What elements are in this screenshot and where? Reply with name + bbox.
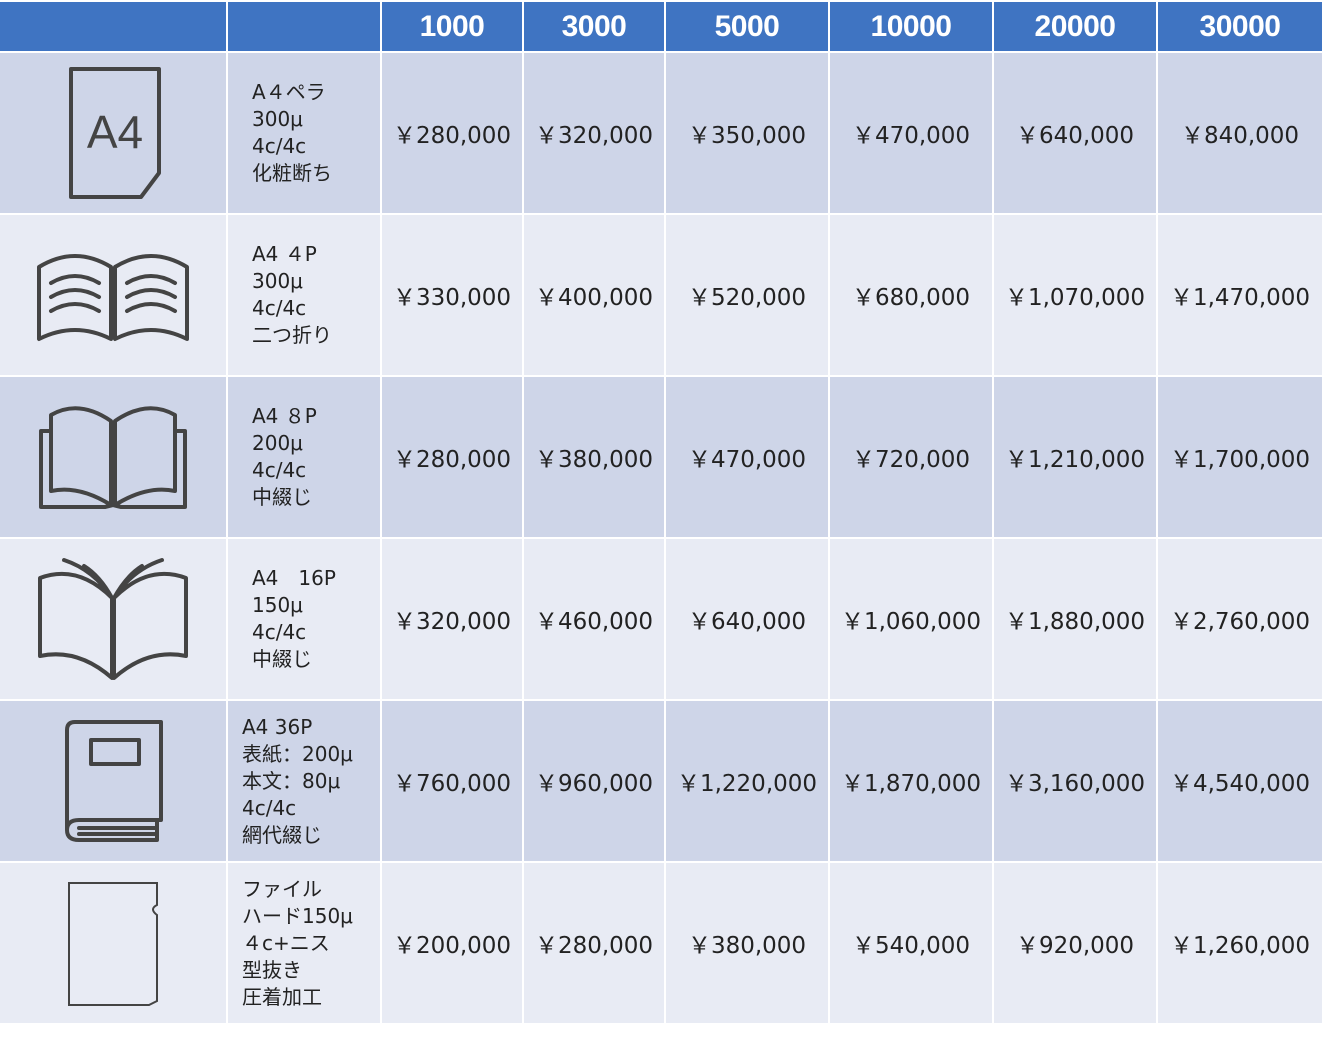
product-icon-cell: A4 (0, 53, 226, 213)
description-line: 4c/4c (252, 296, 307, 320)
price-cell: ￥920,000 (994, 863, 1156, 1023)
table-row: A4 16P 150μ 4c/4c 中綴じ ￥320,000 ￥460,000 ￥640,0… (0, 539, 1322, 699)
svg-text:A4: A4 (87, 106, 143, 158)
description-line: A４ペラ (252, 80, 326, 104)
product-icon-cell (0, 539, 226, 699)
a4-sheet-icon: A4 (0, 63, 226, 203)
product-icon-cell (0, 215, 226, 375)
price-cell: ￥520,000 (666, 215, 828, 375)
price-cell: ￥460,000 (524, 539, 664, 699)
description-line: 300μ (252, 107, 303, 131)
price-cell: ￥280,000 (382, 377, 522, 537)
price-cell: ￥350,000 (666, 53, 828, 213)
description-line: 本文：80μ (242, 768, 341, 793)
description-line: 表紙：200μ (242, 741, 353, 766)
price-cell: ￥1,210,000 (994, 377, 1156, 537)
header-desc-col (228, 2, 380, 51)
product-description: A4 36P 表紙：200μ 本文：80μ 4c/4c 網代綴じ (228, 701, 380, 861)
price-cell: ￥1,470,000 (1158, 215, 1322, 375)
open-book-pages-icon (0, 556, 226, 682)
product-description: A4 ４P 300μ 4c/4c 二つ折り (228, 215, 380, 375)
price-cell: ￥1,260,000 (1158, 863, 1322, 1023)
description-line: 中綴じ (252, 485, 312, 509)
description-line: 化粧断ち (252, 161, 332, 185)
product-icon-cell (0, 701, 226, 861)
product-description: A4 16P 150μ 4c/4c 中綴じ (228, 539, 380, 699)
table-row: ファイル ハード150μ ４c+ニス 型抜き 圧着加工 ￥200,000 ￥280,000 ￥… (0, 863, 1322, 1023)
price-cell: ￥330,000 (382, 215, 522, 375)
product-description: A４ペラ 300μ 4c/4c 化粧断ち (228, 53, 380, 213)
description-line: ファイル (242, 876, 322, 901)
price-cell: ￥400,000 (524, 215, 664, 375)
price-cell: ￥380,000 (666, 863, 828, 1023)
description-line: 200μ (252, 431, 303, 455)
price-cell: ￥640,000 (994, 53, 1156, 213)
description-line: 300μ (252, 269, 303, 293)
table-row: A4 ８P 200μ 4c/4c 中綴じ ￥280,000 ￥380,000 ￥470,00… (0, 377, 1322, 537)
folded-leaflet-icon (0, 243, 226, 347)
bound-book-icon (0, 718, 226, 844)
price-cell: ￥540,000 (830, 863, 992, 1023)
table-row: A4 A４ペラ 300μ 4c/4c 化粧断ち ￥280,000 ￥320,000 ￥350,… (0, 53, 1322, 213)
price-cell: ￥1,870,000 (830, 701, 992, 861)
description-line: A4 36P (242, 714, 313, 739)
description-line: ４c+ニス (242, 930, 330, 955)
description-line: 4c/4c (242, 795, 297, 820)
price-cell: ￥720,000 (830, 377, 992, 537)
header-qty: 1000 (382, 2, 522, 51)
description-line: 二つ折り (252, 323, 332, 347)
open-booklet-icon (0, 401, 226, 513)
clear-file-icon (0, 879, 226, 1007)
price-cell: ￥470,000 (830, 53, 992, 213)
header-qty: 10000 (830, 2, 992, 51)
price-cell: ￥840,000 (1158, 53, 1322, 213)
price-cell: ￥1,060,000 (830, 539, 992, 699)
description-line: 網代綴じ (242, 822, 322, 847)
description-line: 4c/4c (252, 620, 307, 644)
header-icon-col (0, 2, 226, 51)
price-cell: ￥470,000 (666, 377, 828, 537)
price-cell: ￥320,000 (524, 53, 664, 213)
description-line: A4 16P (252, 566, 336, 590)
price-cell: ￥280,000 (382, 53, 522, 213)
price-cell: ￥1,700,000 (1158, 377, 1322, 537)
table-row: A4 ４P 300μ 4c/4c 二つ折り ￥330,000 ￥400,000 ￥520,0… (0, 215, 1322, 375)
table-row: A4 36P 表紙：200μ 本文：80μ 4c/4c 網代綴じ ￥760,000 ￥960… (0, 701, 1322, 861)
header-qty: 30000 (1158, 2, 1322, 51)
price-cell: ￥380,000 (524, 377, 664, 537)
description-line: A4 ８P (252, 404, 317, 428)
description-line: 4c/4c (252, 134, 307, 158)
price-cell: ￥640,000 (666, 539, 828, 699)
header-qty: 3000 (524, 2, 664, 51)
price-cell: ￥760,000 (382, 701, 522, 861)
product-icon-cell (0, 863, 226, 1023)
header-qty: 20000 (994, 2, 1156, 51)
description-line: A4 ４P (252, 242, 317, 266)
description-line: 圧着加工 (242, 984, 322, 1009)
price-cell: ￥200,000 (382, 863, 522, 1023)
description-line: ハード150μ (242, 903, 353, 928)
price-cell: ￥320,000 (382, 539, 522, 699)
price-cell: ￥2,760,000 (1158, 539, 1322, 699)
price-cell: ￥3,160,000 (994, 701, 1156, 861)
price-cell: ￥1,880,000 (994, 539, 1156, 699)
header-qty: 5000 (666, 2, 828, 51)
price-cell: ￥1,220,000 (666, 701, 828, 861)
description-line: 中綴じ (252, 647, 312, 671)
description-line: 150μ (252, 593, 303, 617)
price-cell: ￥280,000 (524, 863, 664, 1023)
price-cell: ￥4,540,000 (1158, 701, 1322, 861)
product-icon-cell (0, 377, 226, 537)
header-row: 1000 3000 5000 10000 20000 30000 (0, 2, 1322, 51)
description-line: 4c/4c (252, 458, 307, 482)
price-cell: ￥1,070,000 (994, 215, 1156, 375)
product-description: ファイル ハード150μ ４c+ニス 型抜き 圧着加工 (228, 863, 380, 1023)
description-line: 型抜き (242, 957, 302, 982)
product-description: A4 ８P 200μ 4c/4c 中綴じ (228, 377, 380, 537)
price-cell: ￥680,000 (830, 215, 992, 375)
price-cell: ￥960,000 (524, 701, 664, 861)
